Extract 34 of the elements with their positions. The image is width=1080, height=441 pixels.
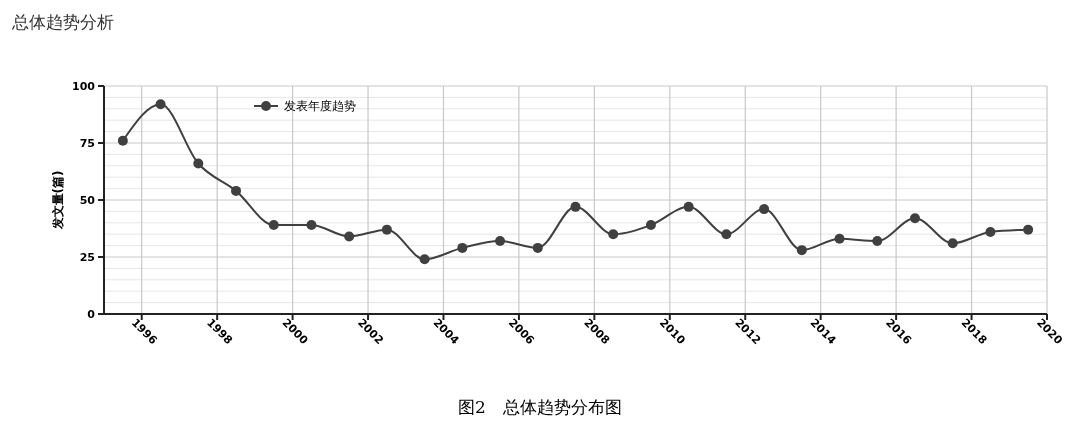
point — [570, 201, 581, 212]
point — [306, 220, 317, 231]
point — [344, 231, 355, 242]
point — [1023, 224, 1034, 235]
point — [759, 204, 770, 215]
point — [909, 213, 920, 224]
y-tick-label: 100 — [72, 79, 96, 93]
point — [155, 99, 166, 110]
point — [532, 242, 543, 253]
y-tick-label: 0 — [87, 307, 96, 321]
point — [947, 238, 958, 249]
point — [872, 236, 883, 247]
legend-label: 发表年度趋势 — [284, 99, 356, 114]
point — [721, 229, 732, 240]
point — [268, 220, 279, 231]
point — [645, 220, 656, 231]
point — [231, 185, 242, 196]
point — [608, 229, 619, 240]
point — [683, 201, 694, 212]
point — [796, 245, 807, 256]
y-tick-label: 75 — [79, 136, 95, 150]
point — [457, 242, 468, 253]
chart-title: 总体趋势分析 — [11, 12, 114, 32]
y-tick-label: 25 — [79, 250, 95, 264]
point — [193, 158, 204, 169]
point — [834, 233, 845, 244]
y-tick-label: 50 — [79, 193, 96, 207]
point — [419, 254, 430, 265]
caption: 图2 总体趋势分布图 — [458, 397, 622, 417]
point — [985, 226, 996, 237]
y-axis-title: 发文量(篇) — [51, 170, 65, 231]
point — [381, 224, 392, 235]
point — [495, 236, 506, 247]
point — [117, 135, 128, 146]
